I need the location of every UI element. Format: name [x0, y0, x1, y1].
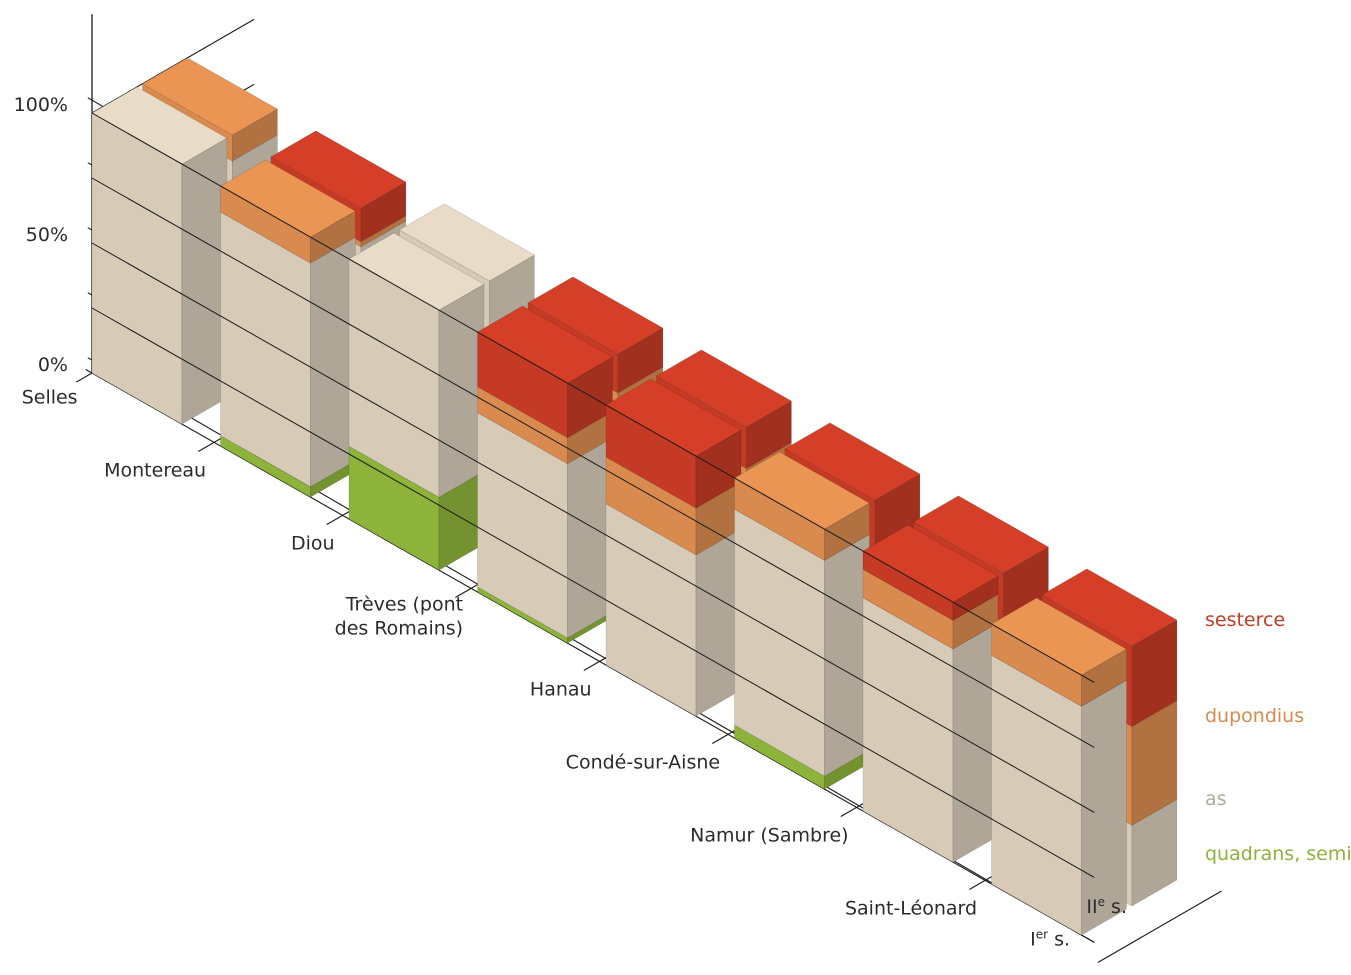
bar-II-3-sesterce-top [527, 276, 664, 355]
site-label: des Romains) [335, 617, 463, 639]
y-tick-label: 50% [26, 224, 68, 246]
site-label: Saint-Léonard [845, 897, 977, 919]
bar-II-5-sesterce-top [784, 422, 921, 501]
bar-II-6-sesterce-top [912, 495, 1050, 574]
period-line-I [85, 368, 1095, 943]
site-label: Trèves (pont [345, 593, 463, 615]
bar-II-7-sesterce-top [1041, 568, 1178, 647]
chart-labels: 0% 50% 100% Selles Montereau Diou Trèves (pont… [14, 94, 1127, 951]
site-label: Diou [291, 532, 335, 554]
chart-legend: sesterce dupondius as quadrans, semis [1205, 609, 1351, 865]
site-divider-8 [1097, 890, 1222, 963]
site-label: Montereau [104, 459, 206, 481]
legend-item-quadrans: quadrans, semis [1205, 843, 1351, 865]
bar-I-1-as-side [310, 236, 356, 488]
bar-II-2-as-top [398, 203, 536, 282]
site-label: Namur (Sambre) [690, 824, 848, 846]
period-label-I: Ier s. [1030, 928, 1070, 951]
bar-II-4-sesterce-top [655, 349, 793, 428]
site-label: Selles [22, 386, 78, 408]
bar-II-1-sesterce-top [270, 130, 407, 209]
y-tick-label: 100% [14, 94, 68, 116]
front-gridline-overlay-50 [91, 242, 1095, 813]
front-gridline-overlay-25 [91, 307, 1095, 878]
legend-item-sesterce: sesterce [1205, 609, 1285, 631]
period-label-II: IIe s. [1086, 895, 1127, 918]
legend-item-as: as [1205, 788, 1227, 810]
front-gridline-overlay-100 [91, 112, 1095, 683]
site-label: Condé-sur-Aisne [566, 751, 720, 773]
site-label: Hanau [530, 678, 592, 700]
y-tick-label: 0% [38, 354, 68, 376]
bar-II-0-dupondius-top [141, 57, 279, 136]
front-gridline-overlay-75 [91, 177, 1095, 748]
legend-item-dupondius: dupondius [1205, 705, 1304, 727]
chart-bars [91, 57, 1178, 936]
